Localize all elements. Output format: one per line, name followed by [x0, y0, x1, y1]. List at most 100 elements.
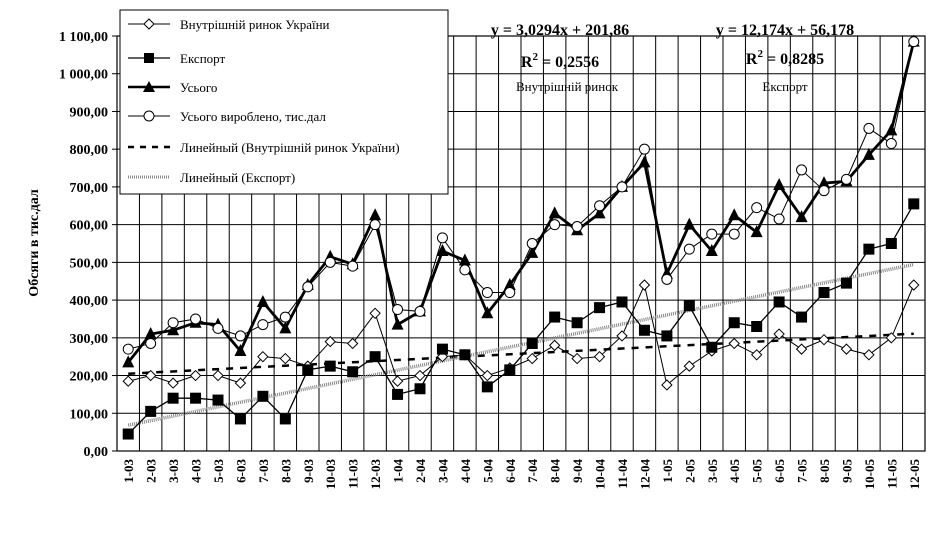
point-total	[458, 253, 471, 266]
legend-item-internal: Внутрішній ринок України	[128, 17, 330, 32]
r2-export: R2 = 0,8285	[746, 48, 824, 68]
y-axis-label: Обсяги в тис.дал	[27, 189, 42, 297]
point-produced	[885, 138, 897, 150]
point-internal	[840, 343, 853, 355]
point-export	[459, 349, 471, 361]
point-internal	[391, 375, 404, 387]
point-total	[548, 206, 561, 219]
x-tick-label: 10-05	[862, 459, 877, 490]
point-internal	[122, 375, 134, 387]
point-export	[257, 390, 269, 402]
point-internal	[908, 279, 920, 291]
x-tick-label: 12-03	[368, 459, 383, 490]
legend-label-trend-internal: Линейный (Внутрішній ринок України)	[180, 140, 400, 155]
point-produced	[661, 273, 673, 285]
point-produced	[145, 337, 157, 349]
legend-marker-total	[143, 81, 155, 92]
x-tick-label: 1-04	[391, 459, 406, 483]
x-tick-label: 8-03	[278, 459, 293, 483]
point-export	[616, 296, 628, 308]
point-produced	[908, 36, 920, 48]
point-total	[728, 208, 741, 221]
point-total	[773, 178, 786, 191]
y-tick-label: 200,00	[70, 370, 109, 385]
legend-marker-produced	[143, 110, 155, 122]
point-produced	[459, 264, 471, 276]
point-produced	[392, 304, 404, 316]
point-produced	[616, 181, 628, 193]
point-export	[481, 381, 493, 393]
point-produced	[257, 319, 269, 331]
point-total	[593, 206, 606, 219]
point-export	[122, 428, 134, 440]
point-export	[369, 351, 381, 363]
point-export	[818, 287, 830, 299]
point-internal	[257, 350, 269, 363]
point-produced	[571, 221, 583, 233]
point-total	[638, 155, 651, 168]
point-internal	[661, 379, 673, 391]
point-total	[391, 317, 404, 330]
y-tick-label: 0,00	[84, 445, 109, 460]
y-tick-label: 400,00	[70, 294, 109, 309]
point-total	[526, 245, 539, 258]
x-tick-label: 11-03	[346, 459, 361, 489]
x-tick-label: 8-04	[548, 459, 563, 483]
point-export	[751, 321, 763, 332]
legend-item-trend-export: Линейный (Експорт)	[128, 170, 295, 185]
point-export	[728, 317, 740, 329]
point-produced	[638, 143, 650, 155]
point-export	[571, 317, 583, 329]
point-total	[122, 355, 135, 368]
point-total	[683, 217, 696, 230]
caption-export: Експорт	[762, 79, 807, 94]
point-export	[549, 311, 561, 323]
legend-box	[119, 9, 449, 195]
x-tick-label: 9-04	[570, 459, 585, 483]
axes: 0,00 100,00 200,00 300,00 400,00 500,00 600,00…	[59, 30, 926, 490]
point-export	[840, 277, 852, 289]
point-produced	[122, 343, 134, 355]
x-tick-label: 11-05	[884, 459, 899, 489]
point-produced	[683, 243, 695, 255]
r2-internal: R2 = 0,2556	[521, 51, 599, 71]
x-tick-label: 7-03	[256, 459, 271, 483]
point-export	[504, 364, 516, 376]
x-tick-label: 3-04	[435, 459, 450, 483]
point-total	[369, 208, 382, 221]
point-internal	[571, 352, 583, 365]
legend-label-export: Експорт	[180, 51, 225, 66]
legend-label-trend-export: Линейный (Експорт)	[180, 170, 295, 185]
caption-internal: Внутрішній ринок	[516, 79, 619, 94]
x-tick-label: 7-05	[795, 459, 810, 483]
series	[122, 34, 920, 440]
point-total	[503, 278, 516, 290]
legend-item-produced: Усього вироблено, тис.дал	[128, 109, 326, 124]
trendline-internal	[128, 332, 914, 375]
legend-marker-export	[144, 53, 154, 63]
x-tick-label: 1-05	[660, 459, 675, 483]
point-export	[279, 413, 291, 425]
x-tick-label: 12-05	[907, 459, 922, 490]
legend-item-export: Експорт	[128, 51, 225, 66]
point-export	[302, 364, 314, 376]
equation-export: y = 12,174x + 56,178	[716, 22, 854, 39]
annotation-internal-market: y = 3,0294x + 201,86 R2 = 0,2556 Внутріш…	[491, 22, 629, 94]
x-tick-label: 5-03	[211, 459, 226, 483]
annotation-export: y = 12,174x + 56,178 R2 = 0,8285 Експорт	[716, 22, 854, 94]
plot-area-border	[116, 35, 926, 452]
point-produced	[167, 317, 179, 329]
point-total	[818, 176, 830, 189]
point-internal	[885, 332, 898, 344]
x-tick-label: 3-05	[705, 459, 720, 483]
point-internal	[818, 333, 830, 346]
x-tick-label: 12-04	[637, 459, 652, 490]
x-tick-label: 1-03	[121, 459, 136, 483]
y-tick-label: 1 000,00	[59, 68, 108, 83]
x-tick-label: 4-05	[727, 459, 742, 483]
point-internal	[616, 330, 628, 342]
point-export	[392, 388, 404, 400]
point-export	[885, 238, 897, 249]
